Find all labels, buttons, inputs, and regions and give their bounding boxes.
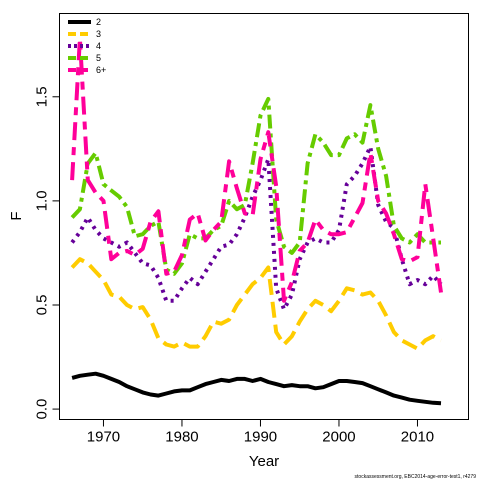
series-line-6plus (70, 36, 443, 303)
series-layer (70, 36, 443, 406)
x-tick-label: 1970 (87, 429, 120, 446)
x-tick-label: 1980 (165, 429, 198, 446)
x-tick-label: 1990 (244, 429, 277, 446)
series-line-4 (70, 144, 443, 312)
series-line-3 (70, 257, 442, 351)
source-footnote: stockassessment.org, EBC2014-age-error-t… (355, 474, 477, 480)
series-line-2 (71, 371, 442, 406)
legend-label-5: 5 (96, 53, 101, 63)
legend-label-3: 3 (96, 29, 101, 39)
legend-label-6plus: 6+ (96, 65, 106, 75)
x-tick-label: 2000 (322, 429, 355, 446)
legend-label-2: 2 (96, 17, 101, 27)
x-axis-title: Year (249, 453, 279, 470)
legend: 2 3 4 5 6+ (68, 17, 106, 75)
y-tick-label: 0.5 (34, 295, 51, 316)
y-axis: 0.0 0.5 1.0 1.5 (34, 86, 60, 420)
x-axis: 1970 1980 1990 2000 2010 (87, 419, 434, 446)
y-tick-label: 0.0 (34, 399, 51, 420)
plot-frame (59, 13, 469, 420)
series-line-5 (70, 96, 441, 276)
y-tick-label: 1.0 (34, 190, 51, 211)
y-axis-title: F (8, 211, 25, 220)
legend-label-4: 4 (96, 41, 101, 51)
x-tick-label: 2010 (401, 429, 434, 446)
y-tick-label: 1.5 (34, 86, 51, 107)
